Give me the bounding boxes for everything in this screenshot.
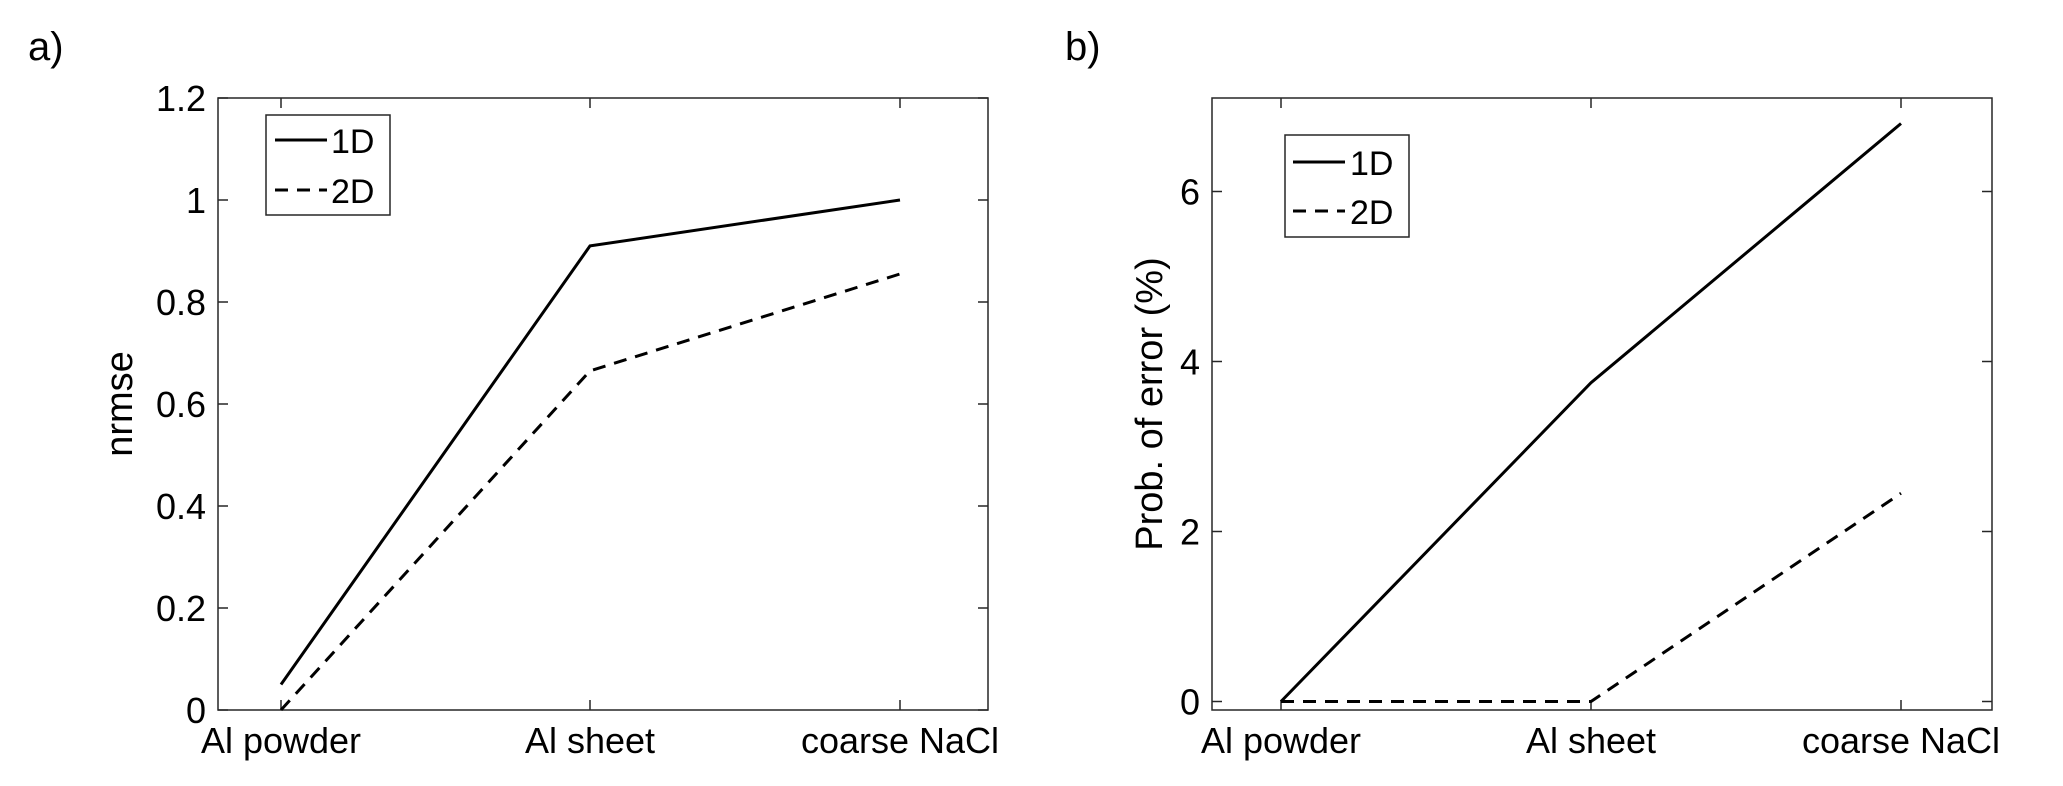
panel-b-xtick-label: Al sheet [1526,720,1656,761]
panel-a-xtick-label: coarse NaCl [801,720,999,761]
panel-b-yticks: 0 2 4 6 [1180,172,1992,723]
panel-a-xtick-label: Al sheet [525,720,655,761]
panel-a-ytick-label: 0.8 [156,282,206,323]
panel-a-series-2d [279,272,901,712]
panel-b-legend-label-2d: 2D [1350,194,1393,232]
panel-b-ytick-label: 2 [1180,512,1200,553]
panel-b: b) 0 2 4 6 Al powder Al sheet coarse NaCl Pro… [1065,25,2000,761]
panel-b-ytick-label: 6 [1180,172,1200,213]
panel-a-legend-box [265,114,391,216]
panel-a-ytick-label: 0.4 [156,486,206,527]
panel-a-series-1d [279,198,901,686]
panel-b-legend-label-1d: 1D [1350,145,1393,183]
panel-b-xtick-label: coarse NaCl [1802,720,2000,761]
panel-b-lines [1279,122,1902,703]
panel-a-ytick-label: 1.2 [156,78,206,119]
panel-b-ytick-label: 4 [1180,342,1200,383]
panel-a-ytick-label: 1 [186,180,206,221]
panel-a-label: a) [28,25,64,69]
panel-b-xticks: Al powder Al sheet coarse NaCl [1201,98,2000,761]
panel-a-ytick-label: 0 [186,690,206,731]
panel-a-ytick-label: 0.6 [156,384,206,425]
panel-b-xtick-label: Al powder [1201,720,1361,761]
panel-a: a) 0 0.2 0.4 0.6 0.8 1 1.2 Al powder Al sheet co… [28,25,999,761]
panel-a-legend-label-2d: 2D [331,173,374,211]
panel-a-yticks: 0 0.2 0.4 0.6 0.8 1 1.2 [156,78,988,731]
panel-b-legend: 1D 2D [1284,134,1410,238]
panel-b-legend-box [1284,134,1410,238]
panel-a-legend: 1D 2D [265,114,391,216]
panel-b-label: b) [1065,25,1101,69]
panel-b-ylabel: Prob. of error (%) [1129,257,1171,551]
panel-a-ylabel: nrmse [99,351,141,457]
panel-b-plot-frame [1211,97,1993,711]
panel-a-lines [279,198,901,712]
panel-a-legend-label-1d: 1D [331,123,374,161]
panel-a-ytick-label: 0.2 [156,588,206,629]
panel-a-xtick-label: Al powder [201,720,361,761]
panel-a-xticks: Al powder Al sheet coarse NaCl [201,98,999,761]
panel-b-series-2d [1281,492,1902,703]
panel-b-ytick-label: 0 [1180,682,1200,723]
panel-b-series-1d [1279,122,1902,703]
